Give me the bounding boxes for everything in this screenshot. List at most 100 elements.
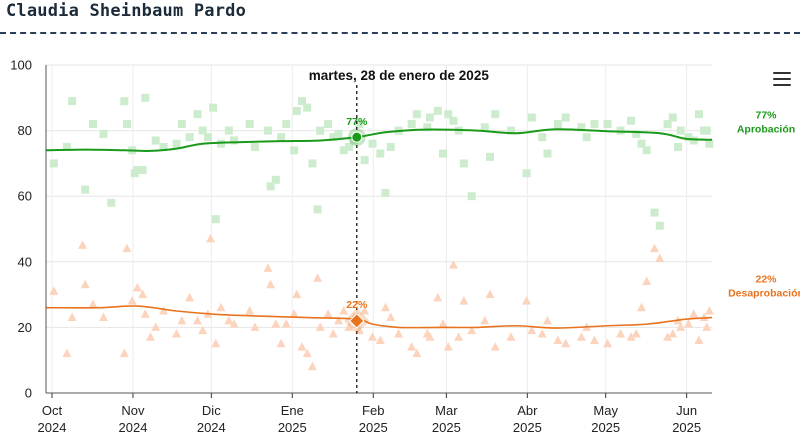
disapproval-point xyxy=(553,335,563,345)
approval-point xyxy=(334,129,343,138)
disapproval-point xyxy=(145,332,155,341)
disapproval-point xyxy=(702,322,712,331)
disapproval-point xyxy=(683,319,693,328)
disapproval-point xyxy=(140,309,150,318)
approval-point xyxy=(603,120,612,129)
disapproval-point xyxy=(527,325,537,335)
approval-point xyxy=(381,188,390,197)
disapproval-point xyxy=(394,328,404,338)
approval-point xyxy=(303,103,312,112)
disapproval-point xyxy=(224,315,234,325)
disapproval-hover-label: 22% xyxy=(346,299,368,311)
chart-axes: 0 20 40 60 80 100 Oct 2024 Nov 2024 Dic 2024 Ene 2025… xyxy=(10,58,712,435)
disapproval-point xyxy=(438,319,448,328)
end-labels: 77% Aprobación 22% Desaprobación xyxy=(728,110,800,300)
x-tick-month: Mar xyxy=(435,403,458,418)
approval-point xyxy=(674,143,683,151)
disapproval-point xyxy=(694,335,704,345)
y-tick-label: 80 xyxy=(18,123,32,138)
disapproval-points xyxy=(49,233,714,371)
approval-point xyxy=(438,149,447,158)
y-tick-label: 0 xyxy=(25,386,32,401)
disapproval-point xyxy=(271,319,281,328)
disapproval-point xyxy=(78,240,88,249)
disapproval-point xyxy=(289,309,299,318)
approval-point xyxy=(553,120,562,129)
approval-point xyxy=(297,97,306,106)
x-tick-month: Feb xyxy=(362,403,384,418)
disapproval-hover-diamond xyxy=(349,313,365,329)
x-tick-month: Dic xyxy=(202,403,221,418)
disapproval-point xyxy=(315,322,325,331)
disapproval-point xyxy=(313,273,323,282)
approval-point xyxy=(203,133,212,142)
disapproval-point xyxy=(276,338,286,348)
approval-point xyxy=(705,139,714,148)
approval-point xyxy=(616,126,625,135)
approval-point xyxy=(376,149,385,158)
disapproval-point xyxy=(307,361,317,371)
end-series-name: Desaprobación xyxy=(728,288,800,300)
disapproval-point xyxy=(407,342,417,351)
end-value-label: 22% xyxy=(755,274,777,286)
disapproval-point xyxy=(375,335,385,345)
approval-point xyxy=(582,133,591,142)
disapproval-point xyxy=(344,322,354,331)
approval-point xyxy=(412,110,421,119)
disapproval-point xyxy=(88,299,98,308)
disapproval-point xyxy=(122,243,132,253)
approval-point xyxy=(209,103,218,112)
disapproval-point xyxy=(98,312,108,322)
disapproval-point xyxy=(328,328,338,338)
approval-point xyxy=(141,93,150,102)
disapproval-point xyxy=(266,279,276,289)
x-tick-year: 2025 xyxy=(359,420,388,435)
disapproval-point xyxy=(386,312,396,322)
disapproval-point xyxy=(561,338,571,348)
disapproval-point xyxy=(250,322,260,331)
approval-point xyxy=(480,123,489,132)
hamburger-menu-icon[interactable] xyxy=(773,72,791,86)
disapproval-point xyxy=(119,348,129,358)
approval-point xyxy=(543,149,552,158)
x-tick-year: 2025 xyxy=(513,420,542,435)
disapproval-point xyxy=(522,296,532,305)
disapproval-point xyxy=(467,325,477,335)
approval-trend-line xyxy=(45,128,713,152)
disapproval-point xyxy=(490,342,500,351)
approval-point xyxy=(172,139,181,148)
disapproval-point xyxy=(636,302,646,312)
approval-point xyxy=(684,133,693,142)
approval-point xyxy=(663,120,672,129)
disapproval-point xyxy=(676,322,686,331)
disapproval-point xyxy=(704,306,714,315)
disapproval-point xyxy=(454,332,464,341)
approval-point xyxy=(339,146,348,155)
approval-point xyxy=(68,97,77,106)
approval-point xyxy=(355,120,364,129)
approval-point xyxy=(459,159,468,168)
disapproval-point xyxy=(576,332,586,341)
approval-point xyxy=(637,139,646,148)
approval-point xyxy=(316,126,325,135)
disapproval-point xyxy=(281,319,291,328)
approval-point xyxy=(700,126,709,135)
approval-point xyxy=(632,129,641,138)
disapproval-point xyxy=(603,338,613,348)
approval-point xyxy=(62,143,71,151)
approval-point xyxy=(433,106,442,115)
approval-point xyxy=(344,143,353,151)
disapproval-point xyxy=(138,289,148,299)
disapproval-point xyxy=(151,322,161,331)
approval-point xyxy=(590,120,599,129)
disapproval-point xyxy=(480,315,490,325)
disapproval-point xyxy=(663,332,673,341)
approval-point xyxy=(486,152,494,161)
approval-point xyxy=(668,113,677,122)
disapproval-point xyxy=(485,289,495,299)
disapproval-point xyxy=(132,283,142,292)
approval-point xyxy=(250,143,259,151)
x-tick-month: Ene xyxy=(281,403,304,418)
approval-point xyxy=(650,208,659,217)
